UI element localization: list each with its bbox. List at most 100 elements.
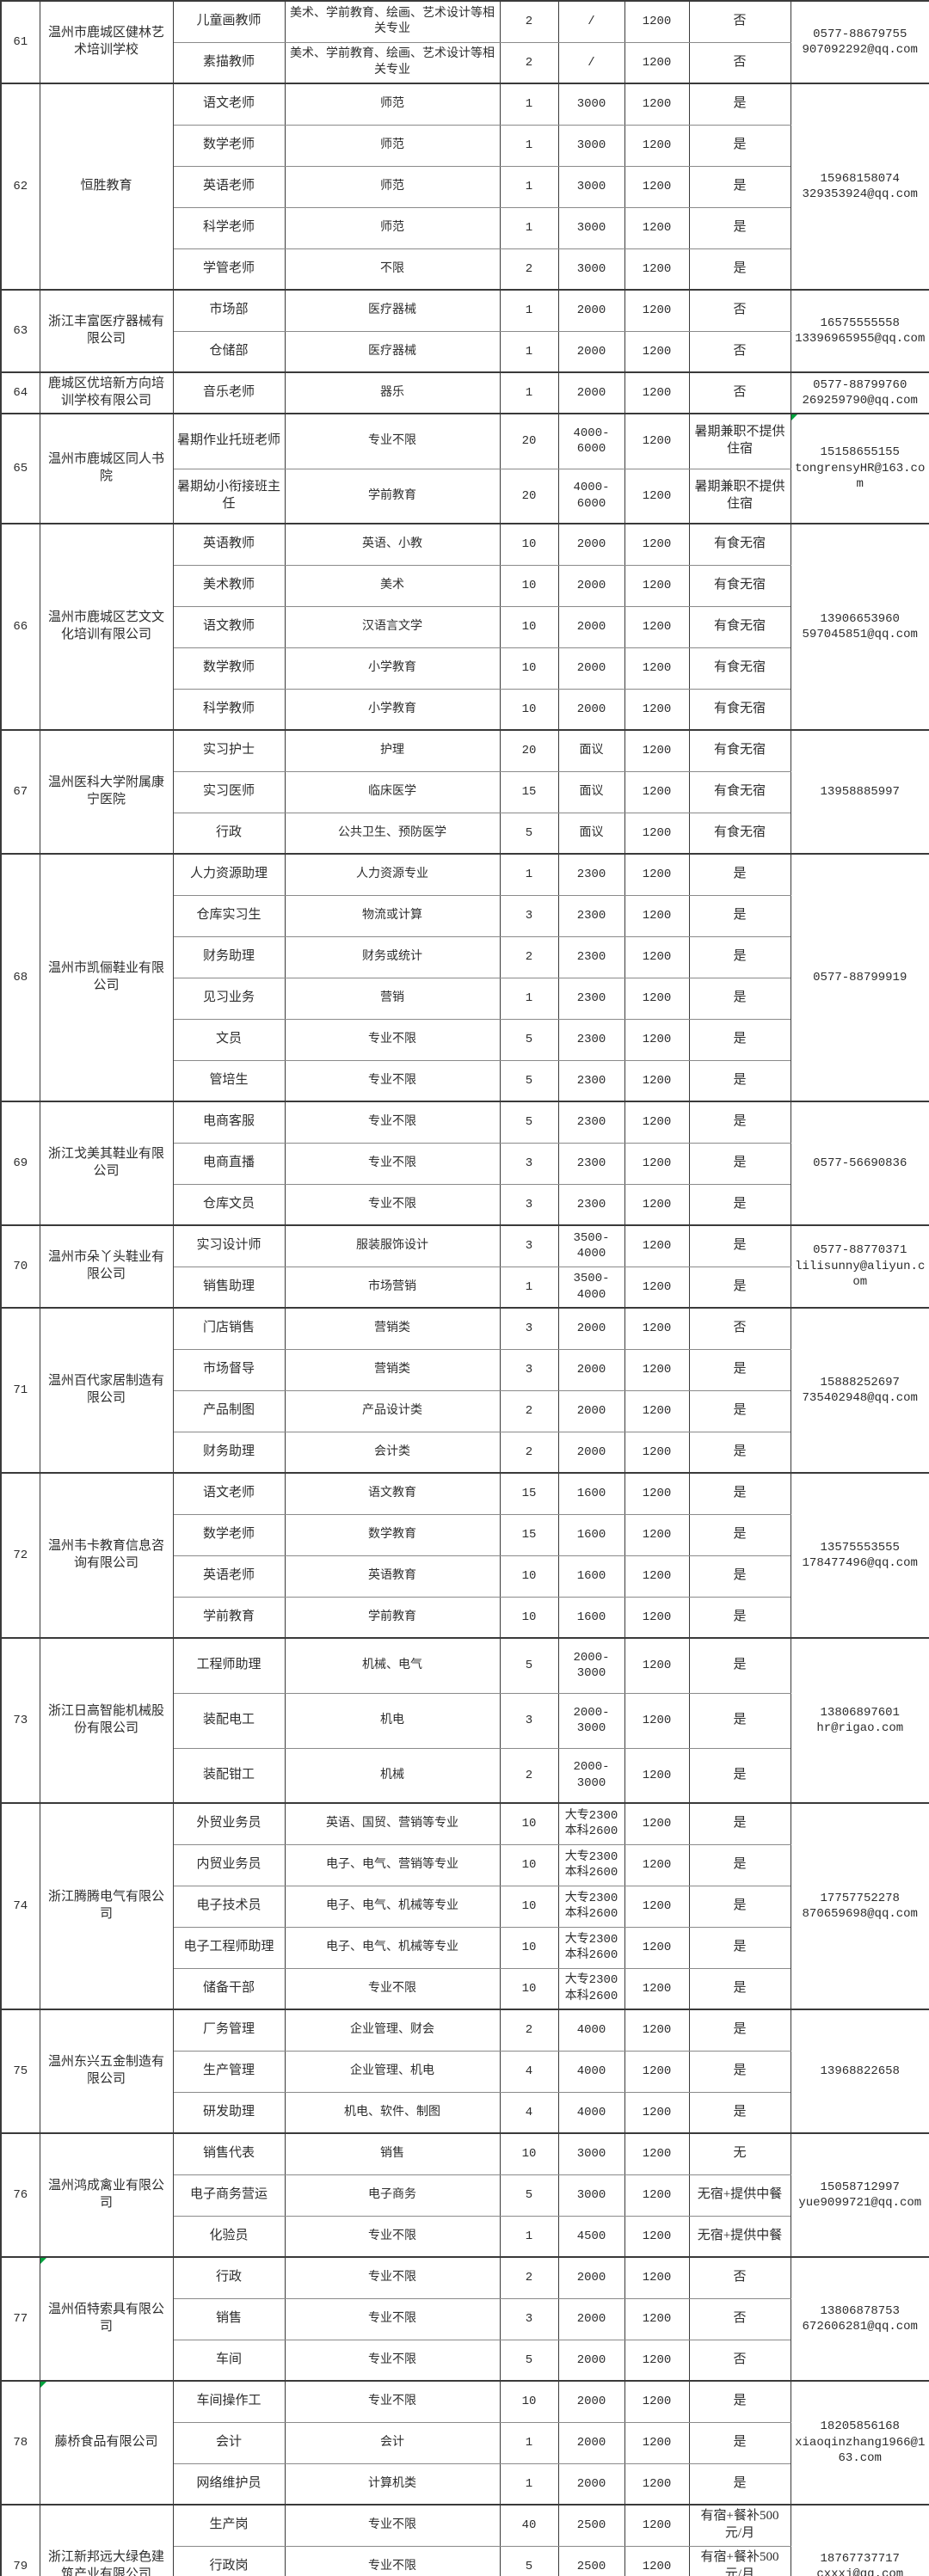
company-name: 浙江腾腾电气有限公司 [47,1890,164,1921]
company-name: 温州佰特索具有限公司 [47,2303,164,2334]
job-row: 72 温州韦卡教育信息咨询有限公司 语文老师 语文教育 15 1600 1200 是 13575… [0,1472,929,1639]
position-cell: 实习护士 [172,729,286,772]
company-name: 藤桥食品有限公司 [54,2435,158,2450]
position-cell: 内贸业务员 [172,1843,286,1886]
headcount-cell: 3 [499,1348,559,1391]
company-name-cell: 浙江戈美其鞋业有限公司 [39,1101,174,1226]
headcount-cell: 10 [499,688,559,731]
major-cell: 人力资源专业 [284,853,501,896]
headcount-cell: 2 [499,0,559,43]
major-cell: 企业管理、机电 [284,2050,501,2093]
accommodation-cell: 无宿+提供中餐 [688,2215,791,2258]
job-row: 74 浙江腾腾电气有限公司 外贸业务员 英语、国贸、营销等专业 10 大专2300 本科2… [0,1802,929,2010]
company-name: 浙江丰富医疗器械有限公司 [47,315,164,346]
contact-text: 0577-56690836 [813,1156,907,1170]
allowance-cell: 1200 [624,2215,690,2258]
salary-cell: 2000- 3000 [557,1637,625,1694]
salary-cell: 2000 [557,1389,625,1432]
position-cell: 研发助理 [172,2091,286,2134]
major-cell: 小学教育 [284,647,501,690]
headcount-cell: 20 [499,468,559,524]
salary-cell: 2000 [557,2380,625,2423]
position-cell: 储备干部 [172,1967,286,2010]
major-cell: 电子、电气、机械等专业 [284,1885,501,1928]
allowance-cell: 1200 [624,2339,690,2382]
major-cell: 市场营销 [284,1266,501,1309]
position-cell: 仓库文员 [172,1183,286,1226]
position-cell: 产品制图 [172,1389,286,1432]
headcount-cell: 2 [499,248,559,291]
headcount-cell: 1 [499,330,559,373]
company-name: 浙江戈美其鞋业有限公司 [47,1147,164,1178]
major-cell: 电子、电气、营销等专业 [284,1843,501,1886]
position-cell: 销售代表 [172,2132,286,2175]
company-name: 温州市朵丫头鞋业有限公司 [47,1250,164,1281]
allowance-cell: 1200 [624,206,690,249]
accommodation-cell: 是 [688,1596,791,1639]
major-cell: 专业不限 [284,1183,501,1226]
row-number-cell: 71 [0,1307,40,1474]
accommodation-cell: 有食无宿 [688,770,791,813]
job-row: 仓库文员 专业不限 3 2300 1200 是 [1,1183,929,1226]
accommodation-cell: 是 [688,2091,791,2134]
contact-cell: 0577-88799919 [790,853,929,1102]
accommodation-cell: 是 [688,2421,791,2464]
job-row: 行政 公共卫生、预防医学 5 面议 1200 有食无宿 [1,812,929,855]
contact-text: 16575555558 13396965955@qq.com [795,316,926,346]
allowance-cell: 1200 [624,165,690,208]
salary-cell: 4000- 6000 [557,413,625,469]
major-cell: 专业不限 [284,1059,501,1102]
headcount-cell: 20 [499,413,559,469]
major-cell: 服装服饰设计 [284,1224,501,1267]
major-cell: 电子、电气、机械等专业 [284,1926,501,1969]
accommodation-cell: 无宿+提供中餐 [688,2174,791,2217]
company-name-cell: 温州市鹿城区艺文文化培训有限公司 [39,523,174,731]
job-row: 车间 专业不限 5 2000 1200 否 [1,2339,929,2382]
salary-cell: 1600 [557,1472,625,1515]
major-cell: 美术 [284,564,501,607]
allowance-cell: 1200 [624,1885,690,1928]
headcount-cell: 5 [499,812,559,855]
accommodation-cell: 有食无宿 [688,729,791,772]
allowance-cell: 1200 [624,605,690,648]
salary-cell: 大专2300 本科2600 [557,1885,625,1928]
position-cell: 暑期作业托班老师 [172,413,286,469]
job-row: 英语老师 师范 1 3000 1200 是 [1,165,929,208]
position-cell: 数学老师 [172,124,286,167]
company-name-cell: 温州市鹿城区健林艺术培训学校 [39,0,174,84]
headcount-cell: 5 [499,1637,559,1694]
company-name: 恒胜教育 [80,179,132,193]
company-name-cell: 温州佰特索具有限公司 [39,2256,174,2382]
accommodation-cell: 是 [688,124,791,167]
contact-text: 15058712997 yue9099721@qq.com [798,2180,922,2210]
allowance-cell: 1200 [624,1802,690,1845]
accommodation-cell: 是 [688,83,791,126]
job-row: 储备干部 专业不限 10 大专2300 本科2600 1200 是 [1,1967,929,2010]
accommodation-cell: 否 [688,330,791,373]
allowance-cell: 1200 [624,1692,690,1749]
allowance-cell: 1200 [624,523,690,566]
salary-cell: / [557,41,625,84]
company-name-cell: 鹿城区优培新方向培训学校有限公司 [39,371,174,414]
major-cell: 数学教育 [284,1513,501,1556]
position-cell: 英语老师 [172,165,286,208]
job-row: 暑期幼小衔接班主任 学前教育 20 4000- 6000 1200 暑期兼职不提供住宿 [1,468,929,524]
accommodation-cell: 否 [688,371,791,414]
major-cell: 产品设计类 [284,1389,501,1432]
allowance-cell: 1200 [624,2256,690,2299]
position-cell: 装配电工 [172,1692,286,1749]
allowance-cell: 1200 [624,1224,690,1267]
salary-cell: 2000 [557,330,625,373]
major-cell: 学前教育 [284,1596,501,1639]
contact-cell: 15158655155 tongrensyHR@163.com [790,413,929,524]
major-cell: 公共卫生、预防医学 [284,812,501,855]
allowance-cell: 1200 [624,564,690,607]
accommodation-cell: 是 [688,1472,791,1515]
job-row: 79 浙江新邦远大绿色建筑产业有限公司 生产岗 专业不限 40 2500 1200 有宿+餐补… [0,2504,929,2576]
allowance-cell: 1200 [624,894,690,937]
accommodation-cell: 有食无宿 [688,564,791,607]
headcount-cell: 2 [499,1389,559,1432]
accommodation-cell: 是 [688,1348,791,1391]
